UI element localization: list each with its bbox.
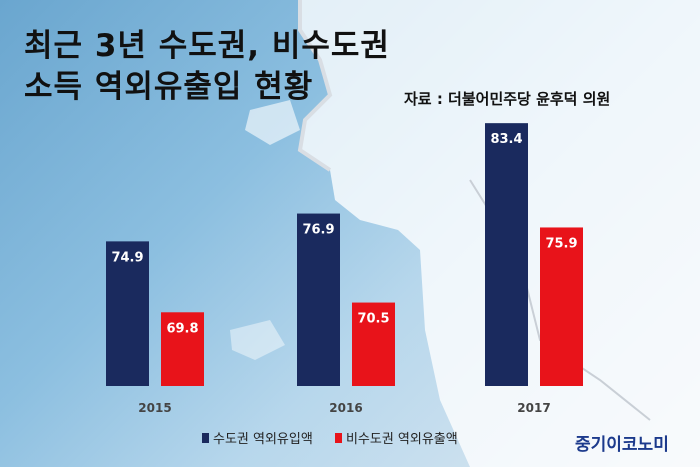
data-label-capital-2015: 74.9 <box>111 250 143 265</box>
brand-logo-text: 중기이코노미 <box>575 435 669 455</box>
island <box>230 320 285 360</box>
x-tick-label-2015: 2015 <box>138 401 171 415</box>
x-tick-label-2016: 2016 <box>329 401 362 415</box>
legend: 수도권 역외유입액 비수도권 역외유출액 <box>202 428 476 447</box>
bar-capital-2016 <box>297 213 340 386</box>
island <box>245 100 300 145</box>
x-tick-label-2017: 2017 <box>517 401 550 415</box>
source-note: 자료 : 더불어민주당 윤후덕 의원 <box>404 90 611 108</box>
bar-noncapital-2017 <box>540 227 583 386</box>
legend-item-noncapital: 비수도권 역외유출액 <box>334 428 458 447</box>
chart-title: 최근 3년 수도권, 비수도권 소득 역외유출입 현황 <box>24 26 390 108</box>
title-line-1: 최근 3년 수도권, 비수도권 <box>24 28 390 64</box>
land-coast <box>297 0 333 172</box>
legend-label-capital: 수도권 역외유입액 <box>213 432 313 447</box>
legend-swatch-noncapital <box>334 432 342 443</box>
data-label-capital-2017: 83.4 <box>490 132 522 147</box>
data-label-noncapital-2017: 75.9 <box>545 236 577 251</box>
legend-item-capital: 수도권 역외유입액 <box>202 428 313 447</box>
title-line-2: 소득 역외유출입 현황 <box>24 69 314 105</box>
bar-capital-2017 <box>485 123 528 386</box>
data-label-noncapital-2015: 69.8 <box>166 321 198 336</box>
bar-noncapital-2016 <box>352 302 395 386</box>
bar-noncapital-2015 <box>161 312 204 386</box>
data-label-noncapital-2016: 70.5 <box>357 312 389 327</box>
data-label-capital-2016: 76.9 <box>302 223 334 238</box>
legend-label-noncapital: 비수도권 역외유출액 <box>345 432 458 447</box>
legend-swatch-capital <box>202 432 209 443</box>
bar-capital-2015 <box>106 241 149 386</box>
